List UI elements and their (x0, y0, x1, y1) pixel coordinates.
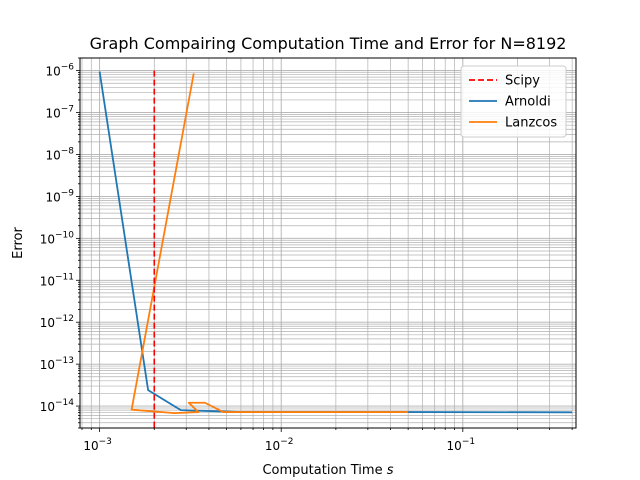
series-line-arnoldi (98, 71, 573, 414)
x-tick-label-exponent: −1 (462, 437, 475, 447)
y-tick-label: 10−14 (40, 398, 75, 414)
series-line-lanzcos (130, 73, 409, 415)
x-axis-label-text: Computation Time (262, 463, 382, 478)
y-tick-label-exponent: −12 (55, 314, 74, 324)
y-tick-label-base: 10 (45, 65, 60, 79)
y-tick-label-exponent: −8 (61, 146, 75, 156)
legend-label-arnoldi: Arnoldi (505, 95, 551, 110)
x-tick-label: 10−2 (265, 437, 294, 453)
y-tick-label: 10−7 (45, 105, 74, 121)
y-tick-label-exponent: −13 (55, 356, 74, 366)
y-axis-label: Error (11, 227, 26, 259)
x-tick-label-exponent: −2 (280, 437, 293, 447)
y-tick-label-base: 10 (40, 358, 55, 372)
y-tick-label: 10−6 (45, 63, 74, 79)
y-tick-label-base: 10 (45, 190, 60, 204)
y-tick-label-base: 10 (45, 107, 60, 121)
x-tick-label-base: 10 (447, 439, 462, 453)
y-tick-label-base: 10 (45, 148, 60, 162)
y-tick-label-exponent: −6 (61, 63, 75, 73)
y-tick-label-base: 10 (40, 400, 55, 414)
y-tick-label: 10−13 (40, 356, 74, 372)
chart-title: Graph Compairing Computation Time and Er… (90, 34, 567, 53)
y-tick-label-exponent: −11 (55, 272, 74, 282)
y-tick-label-exponent: −14 (55, 398, 74, 408)
legend-label-lanzcos: Lanzcos (505, 116, 557, 131)
y-tick-label-base: 10 (40, 316, 55, 330)
y-tick-label: 10−8 (45, 146, 74, 162)
plot-area (98, 70, 573, 428)
y-tick-label: 10−9 (45, 188, 74, 204)
y-tick-label: 10−10 (40, 230, 75, 246)
y-tick-label-exponent: −9 (61, 188, 75, 198)
x-tick-label: 10−1 (447, 437, 476, 453)
x-axis-label: Computation Time s (262, 463, 393, 478)
x-tick-label-exponent: −3 (99, 437, 112, 447)
y-tick-label: 10−11 (40, 272, 74, 288)
y-tick-label-exponent: −10 (55, 230, 74, 240)
ticks: 10−3 10−2 10−110−610−710−810−910−1010−1110… (40, 57, 573, 453)
x-tick-label-base: 10 (265, 439, 280, 453)
legend-label-scipy: Scipy (505, 74, 540, 89)
legend: Scipy Arnoldi Lanzcos (460, 65, 567, 138)
x-tick-label: 10−3 (83, 437, 112, 453)
y-tick-label: 10−12 (40, 314, 74, 330)
y-tick-label-base: 10 (40, 274, 55, 288)
y-tick-label-exponent: −7 (61, 105, 74, 115)
x-tick-label-base: 10 (83, 439, 98, 453)
plot-frame (79, 57, 577, 429)
x-axis-label-var: s (387, 463, 394, 478)
legend-box (460, 65, 567, 138)
y-tick-label-base: 10 (40, 232, 55, 246)
